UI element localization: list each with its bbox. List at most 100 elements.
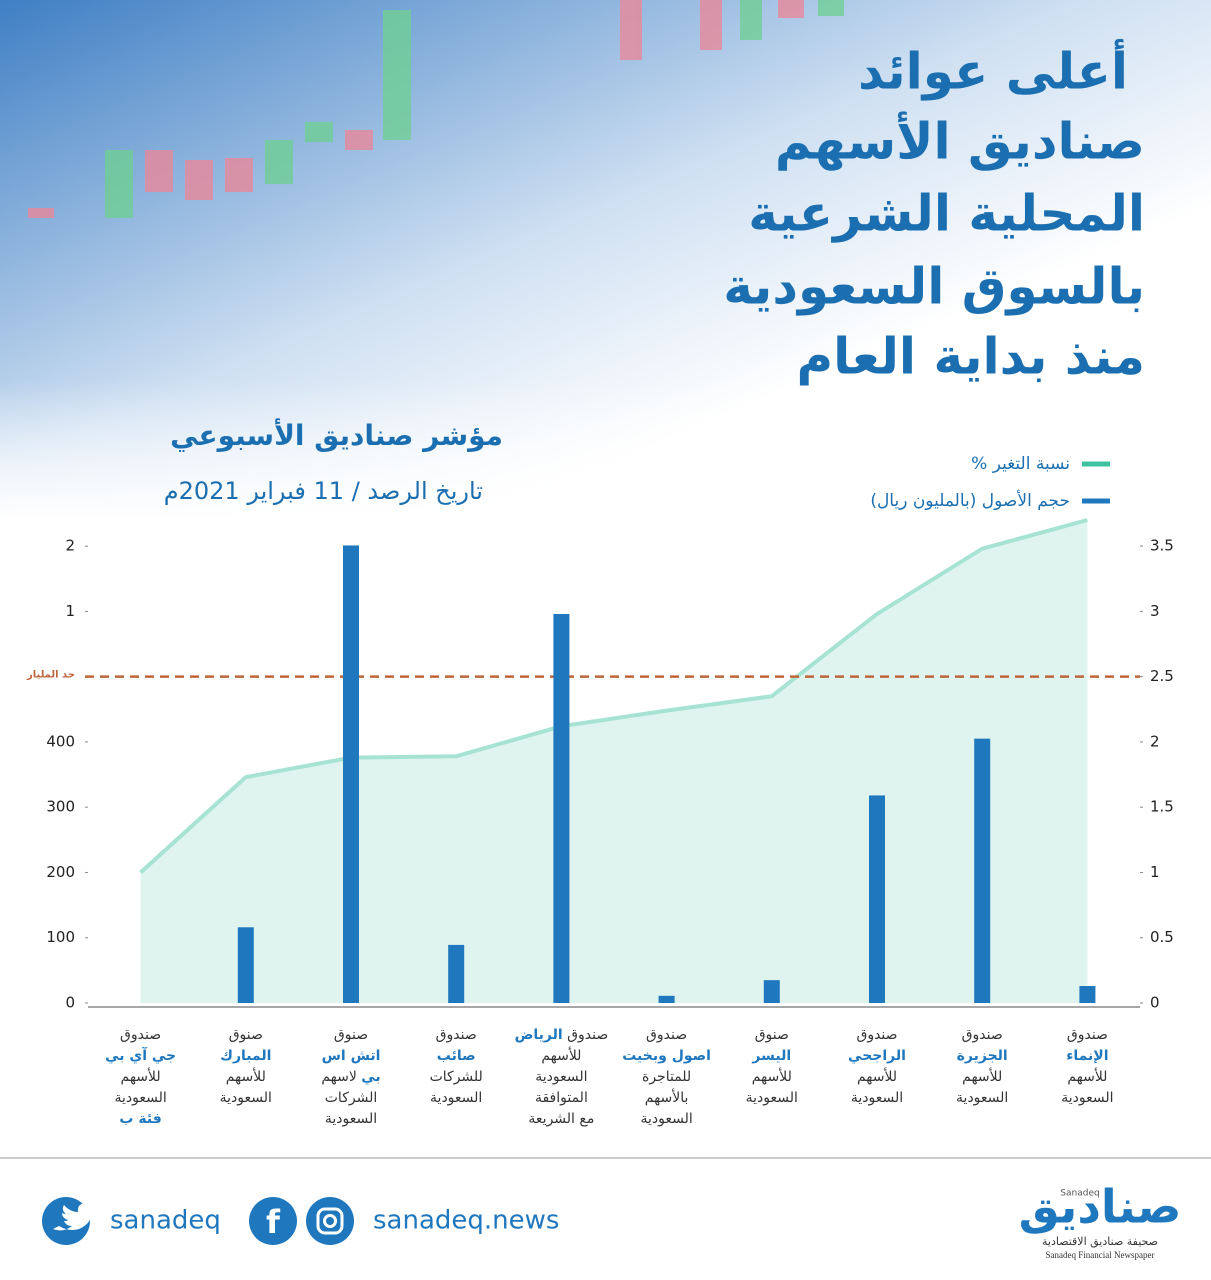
category-label: بي لاسهم xyxy=(321,1069,380,1085)
category-segment: فئة ب xyxy=(119,1111,161,1127)
category-label: السعودية xyxy=(220,1090,272,1106)
category-segment: مع الشريعة xyxy=(528,1111,594,1127)
category-label: للأسهم xyxy=(541,1046,581,1064)
y-tick-label: 0 xyxy=(65,994,75,1012)
category-segment: صائب xyxy=(437,1048,476,1064)
y2-tick-label: 1.5 xyxy=(1150,798,1174,816)
category-segment: للأسهم xyxy=(752,1067,792,1085)
category-segment: صنوق xyxy=(229,1027,263,1043)
logo-sub-latin: Sanadeq Financial Newspaper xyxy=(1046,1250,1155,1260)
category-segment: السعودية xyxy=(325,1111,377,1127)
category-segment: السعودية xyxy=(746,1090,798,1106)
category-label: للأسهم xyxy=(857,1067,897,1085)
category-segment: صندوق xyxy=(563,1027,609,1043)
category-label: للأسهم xyxy=(226,1067,266,1085)
title-line: المحلية الشرعية xyxy=(748,185,1145,244)
bar xyxy=(974,738,991,1003)
category-label: الشركات xyxy=(325,1090,377,1106)
bar xyxy=(553,613,570,1003)
y-tick-label: 300 xyxy=(46,798,75,816)
category-segment: صندوق xyxy=(856,1027,897,1043)
category-segment: الراجحي xyxy=(848,1048,906,1064)
category-segment: للأسهم xyxy=(121,1067,161,1085)
y2-tick-label: 2 xyxy=(1150,732,1160,750)
category-label: للأسهم xyxy=(1067,1067,1107,1085)
y2-tick-label: 2.5 xyxy=(1150,667,1174,685)
category-label: السعودية xyxy=(535,1069,587,1085)
category-segment: صندوق xyxy=(646,1027,687,1043)
category-segment: بالأسهم xyxy=(645,1088,689,1106)
bar xyxy=(869,795,885,1003)
title-line: منذ بداية العام xyxy=(796,328,1145,386)
title-line: أعلى عوائد xyxy=(858,39,1128,102)
website[interactable]: sanadeq.news xyxy=(373,1206,559,1236)
category-segment: للمتاجرة xyxy=(642,1069,691,1085)
bar xyxy=(763,980,780,1003)
category-segment: السعودية xyxy=(114,1090,166,1106)
category-label: المتوافقة xyxy=(535,1090,588,1106)
plot: 0 100 200 300 400 1 2 0 0.5 1 1.5 2 2.5 3 3.5 حد المليا… xyxy=(26,454,1174,1127)
y2-tick-label: 1 xyxy=(1150,863,1160,881)
facebook-icon[interactable] xyxy=(249,1197,297,1245)
category-label: صنوق xyxy=(229,1027,263,1043)
category-segment: السعودية xyxy=(535,1069,587,1085)
logo-sub: صحيفة صناديق الاقتصادية xyxy=(1042,1235,1158,1249)
category-label: فئة ب xyxy=(119,1111,161,1127)
category-segment: اليسر xyxy=(751,1048,791,1064)
category-label: صنوق xyxy=(334,1027,368,1043)
twitter-handle[interactable]: sanadeq xyxy=(110,1206,221,1236)
category-label: السعودية xyxy=(640,1111,692,1127)
category-segment: للأسهم xyxy=(1067,1067,1107,1085)
category-label: صنوق xyxy=(755,1027,789,1043)
bar xyxy=(658,995,675,1003)
instagram-icon[interactable] xyxy=(306,1197,354,1245)
category-segment: صندوق xyxy=(120,1027,161,1043)
category-label: السعودية xyxy=(430,1090,482,1106)
fade xyxy=(0,380,1211,520)
category-label: صندوق xyxy=(962,1027,1003,1043)
category-segment: السعودية xyxy=(220,1090,272,1106)
category-label: صندوق الرياض xyxy=(515,1027,609,1043)
category-label: للشركات xyxy=(430,1069,483,1085)
category-label: السعودية xyxy=(114,1090,166,1106)
title: أعلى عوائد صناديق الأسهم المحلية الشرعية با… xyxy=(723,39,1145,386)
category-segment: للأسهم xyxy=(857,1067,897,1085)
category-label: صندوق xyxy=(646,1027,687,1043)
category-segment: صندوق xyxy=(436,1027,477,1043)
category-segment: الرياض xyxy=(515,1027,563,1043)
category-label: المبارك xyxy=(220,1048,271,1064)
category-label: السعودية xyxy=(325,1111,377,1127)
y-tick-label: 200 xyxy=(46,863,75,881)
bar xyxy=(448,944,465,1003)
subtitle: مؤشر صناديق الأسبوعي xyxy=(170,418,503,452)
category-label: اتش اس xyxy=(322,1048,381,1064)
logo-latin: Sanadeq xyxy=(1060,1189,1099,1199)
category-label: للأسهم xyxy=(121,1067,161,1085)
category-segment: لاسهم xyxy=(321,1069,361,1085)
category-label: اليسر xyxy=(751,1048,791,1064)
category-label: السعودية xyxy=(851,1090,903,1106)
category-label: بالأسهم xyxy=(645,1088,689,1106)
y2-tick-label: 3.5 xyxy=(1150,537,1174,555)
category-segment: الشركات xyxy=(325,1090,377,1106)
footer: sanadeq f sanadeq.news صناديق Sanadeq صح… xyxy=(42,1180,1181,1260)
category-segment: السعودية xyxy=(430,1090,482,1106)
category-label: صندوق xyxy=(856,1027,897,1043)
candles xyxy=(28,0,844,218)
title-line: صناديق الأسهم xyxy=(775,111,1145,172)
category-segment: السعودية xyxy=(851,1090,903,1106)
category-segment: للشركات xyxy=(430,1069,483,1085)
title-line: بالسوق السعودية xyxy=(723,258,1145,317)
category-segment: صنوق xyxy=(755,1027,789,1043)
category-segment: صندوق xyxy=(962,1027,1003,1043)
y2-tick-label: 0 xyxy=(1150,994,1160,1012)
category-label: الراجحي xyxy=(848,1048,906,1064)
category-segment: صندوق xyxy=(1067,1027,1108,1043)
reference-label: حد المليار xyxy=(26,670,75,681)
category-segment: السعودية xyxy=(1061,1090,1113,1106)
category-label: صندوق xyxy=(120,1027,161,1043)
bar xyxy=(1079,986,1096,1003)
y-tick-label: 2 xyxy=(65,537,75,555)
category-segment: بي xyxy=(361,1069,380,1085)
category-label: مع الشريعة xyxy=(528,1111,594,1127)
